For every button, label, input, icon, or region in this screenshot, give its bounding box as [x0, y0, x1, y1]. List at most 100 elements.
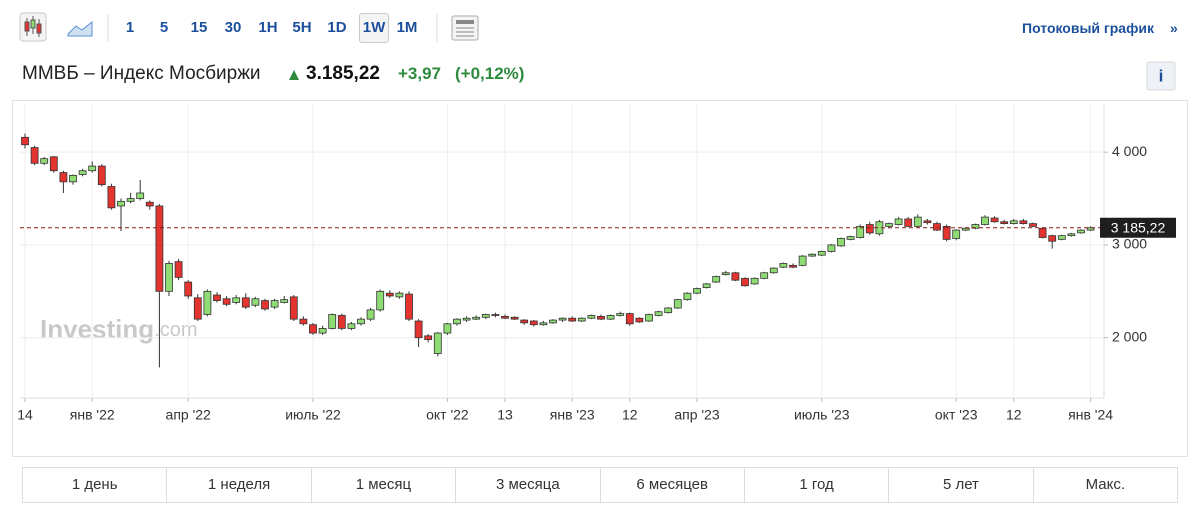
candle-body — [69, 174, 77, 183]
stream-arrow[interactable]: » — [1170, 20, 1178, 36]
candle-body — [1019, 220, 1028, 224]
candle-body — [337, 315, 346, 329]
candle-body — [280, 299, 289, 303]
candle-body — [241, 297, 250, 308]
range-button[interactable]: 6 месяцев — [601, 468, 745, 502]
candle-body — [289, 296, 298, 320]
candle-body — [885, 223, 893, 227]
candle-body — [453, 318, 461, 325]
candle-body — [347, 323, 356, 329]
candle-body — [510, 316, 519, 320]
range-button[interactable]: 1 неделя — [167, 468, 312, 502]
x-tick-label: 13 — [497, 407, 513, 423]
candle-body — [597, 315, 605, 320]
candle-body — [328, 314, 337, 329]
x-tick-label: янв '22 — [70, 407, 115, 423]
interval-button[interactable]: 5H — [292, 19, 312, 36]
x-tick-label: апр '23 — [674, 407, 720, 423]
last-price-box — [1100, 217, 1176, 238]
candle-body — [1077, 229, 1085, 234]
candle-body — [1086, 227, 1095, 231]
candle-body — [1057, 235, 1066, 240]
candle-body — [395, 292, 404, 298]
candle-body — [385, 292, 394, 297]
interval-button[interactable]: 1M — [396, 19, 418, 36]
candle-body — [232, 297, 241, 303]
candle-body — [117, 200, 125, 207]
range-button[interactable]: 5 лет — [889, 468, 1034, 502]
interval-button[interactable]: 1W — [359, 13, 389, 43]
x-tick-label: июль '23 — [794, 407, 850, 423]
candle-body — [769, 267, 778, 274]
candle-body — [366, 309, 375, 320]
candle-body — [1038, 227, 1047, 238]
x-tick-label: 14 — [17, 407, 33, 423]
candle-body — [251, 298, 260, 306]
candle-body — [261, 300, 269, 310]
candle-body — [789, 264, 797, 268]
x-tick-label: июль '22 — [285, 407, 341, 423]
candle-body — [673, 299, 682, 309]
candle-body — [990, 217, 999, 223]
candle-body — [136, 192, 145, 199]
candle-body — [779, 263, 788, 268]
candle-body — [126, 198, 135, 202]
candle-body — [1067, 233, 1076, 237]
candle-body — [923, 220, 932, 224]
candle-body — [664, 307, 673, 314]
candle-body — [856, 225, 865, 238]
candle-body — [97, 165, 106, 186]
table-icon[interactable] — [451, 15, 479, 41]
range-button[interactable]: 1 день — [23, 468, 168, 502]
change: +3,97 — [398, 64, 442, 83]
candle-body — [376, 290, 385, 311]
range-button[interactable]: 1 год — [745, 468, 890, 502]
info-label[interactable]: i — [1159, 66, 1164, 85]
stream-link[interactable]: Потоковый график — [1022, 20, 1154, 36]
candle-body — [558, 317, 567, 321]
watermark-brand: Investing — [40, 314, 154, 344]
y-tick-label: 3 000 — [1112, 236, 1147, 252]
y-tick-label: 4 000 — [1112, 143, 1147, 159]
candle-body — [808, 253, 817, 257]
candle-body — [155, 205, 164, 292]
interval-button[interactable]: 1 — [125, 19, 135, 36]
candle-body — [961, 227, 970, 231]
candle-body — [481, 314, 490, 318]
interval-button[interactable]: 5 — [159, 19, 169, 36]
candle-body — [309, 324, 317, 334]
candle-body — [357, 318, 365, 325]
candle-body — [433, 332, 442, 354]
candle-body — [193, 297, 202, 320]
interval-button[interactable]: 15 — [190, 19, 208, 36]
y-tick-label: 2 000 — [1112, 328, 1147, 344]
candle-body — [817, 251, 826, 256]
candle-body — [414, 320, 423, 339]
candle-body — [894, 218, 903, 225]
x-tick-label: апр '22 — [166, 407, 212, 423]
candle-body — [654, 311, 663, 316]
title: ММВБ – Индекс Мосбиржи — [22, 63, 261, 84]
candle-body — [606, 315, 615, 320]
range-button[interactable]: Макс. — [1085, 476, 1126, 493]
candle-body — [520, 319, 529, 324]
area-icon[interactable] — [67, 20, 93, 37]
candle-body — [933, 223, 941, 231]
x-tick-label: окт '23 — [935, 407, 978, 423]
candle-body — [88, 165, 97, 172]
candle-body — [30, 147, 39, 164]
range-button[interactable]: 3 месяца — [456, 468, 601, 502]
interval-button[interactable]: 30 — [224, 19, 242, 36]
interval-button[interactable]: 1H — [258, 19, 278, 36]
candle-body — [203, 290, 212, 315]
candle-body — [21, 136, 29, 146]
up-arrow — [289, 70, 299, 80]
candle-body — [846, 236, 855, 240]
interval-button[interactable]: 1D — [327, 19, 347, 36]
candle-body — [731, 272, 740, 281]
info-button[interactable] — [1146, 61, 1176, 91]
range-button[interactable]: 1 месяц — [312, 468, 457, 502]
candle-body — [568, 317, 577, 322]
candle-body — [1000, 221, 1009, 224]
